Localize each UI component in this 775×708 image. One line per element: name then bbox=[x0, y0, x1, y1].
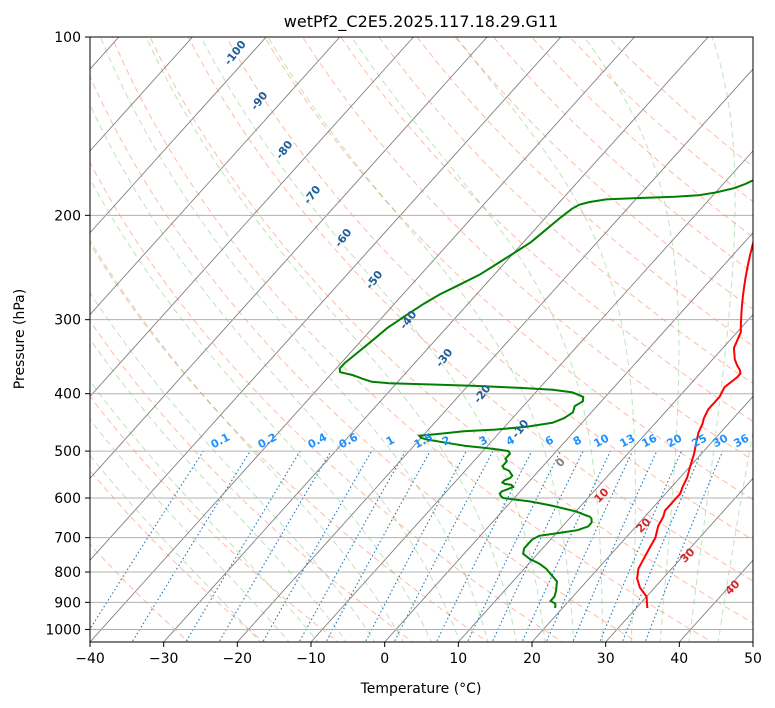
mixing-ratio-line bbox=[393, 450, 494, 642]
mixing-ratio-label: 20 bbox=[665, 431, 685, 450]
dry-adiabat bbox=[90, 75, 638, 642]
isotherm bbox=[457, 313, 753, 642]
mixing-ratio-line bbox=[621, 450, 703, 642]
mixing-ratio-line bbox=[644, 450, 724, 642]
mixing-ratio-line bbox=[599, 450, 682, 642]
x-tick-label: −10 bbox=[296, 651, 326, 667]
mixing-ratio-line bbox=[364, 450, 467, 642]
x-tick-label: −30 bbox=[149, 651, 179, 667]
x-tick-label: −20 bbox=[223, 651, 253, 667]
x-tick-label: 10 bbox=[449, 651, 467, 667]
x-axis-label: Temperature (°C) bbox=[360, 681, 482, 697]
y-tick-label: 900 bbox=[54, 595, 81, 611]
y-tick-label: 700 bbox=[54, 531, 81, 547]
isotherm bbox=[310, 150, 753, 642]
y-tick-label: 400 bbox=[54, 387, 81, 403]
mixing-ratio-label: 16 bbox=[640, 431, 660, 450]
chart-title: wetPf2_C2E5.2025.117.18.29.G11 bbox=[284, 12, 558, 32]
mixing-ratio-label: 30 bbox=[711, 431, 731, 450]
y-tick-label: 800 bbox=[54, 565, 81, 581]
y-axis-label: Pressure (hPa) bbox=[12, 289, 28, 389]
y-axis: 1000 900 800 700 600 500 400 300 200 100 bbox=[45, 30, 90, 638]
y-tick-label: 1000 bbox=[45, 622, 81, 638]
dry-adiabat bbox=[264, 37, 753, 501]
dry-adiabat bbox=[90, 395, 340, 642]
isotherm bbox=[90, 37, 488, 479]
y-tick-label: 100 bbox=[54, 30, 81, 46]
x-tick-label: 50 bbox=[744, 651, 762, 667]
background-lines bbox=[90, 37, 753, 642]
temperature-line bbox=[636, 239, 753, 609]
moist-adiabat bbox=[90, 239, 404, 642]
plot-frame bbox=[89, 36, 754, 643]
mixing-ratio-label: 36 bbox=[732, 431, 752, 450]
isotherm bbox=[90, 37, 341, 316]
x-tick-label: 30 bbox=[597, 651, 615, 667]
mixing-ratio-line bbox=[90, 450, 204, 630]
mixing-ratio-label: 10 bbox=[592, 431, 612, 450]
y-tick-label: 200 bbox=[54, 208, 81, 224]
y-tick-label: 300 bbox=[54, 313, 81, 329]
mixing-ratio-line bbox=[521, 450, 611, 642]
profile-lines bbox=[338, 179, 753, 609]
moist-adiabat bbox=[90, 418, 290, 642]
isotherm bbox=[384, 232, 753, 642]
dry-adiabat bbox=[90, 320, 414, 642]
isotherm bbox=[752, 641, 753, 642]
x-tick-label: 20 bbox=[523, 651, 541, 667]
x-tick-label: 40 bbox=[670, 651, 688, 667]
mixing-ratio-label: 25 bbox=[690, 432, 710, 451]
isotherm bbox=[90, 37, 267, 234]
dry-adiabat bbox=[416, 37, 753, 347]
isotherm bbox=[90, 37, 635, 642]
y-tick-label: 600 bbox=[54, 491, 81, 507]
isotherm bbox=[236, 68, 753, 642]
mixing-ratio-line bbox=[491, 450, 584, 642]
isotherm bbox=[605, 477, 753, 642]
moist-adiabat bbox=[90, 454, 261, 642]
mixing-ratio-label: 13 bbox=[618, 432, 638, 451]
mixing-ratio-line bbox=[218, 450, 332, 642]
mixing-ratio-line bbox=[131, 450, 251, 642]
isotherm bbox=[531, 395, 753, 642]
x-axis: −40 −30 −20 −10 0 10 20 30 40 50 bbox=[75, 642, 762, 667]
plot-background bbox=[90, 37, 753, 642]
dry-adiabat bbox=[340, 37, 753, 423]
y-tick-label: 500 bbox=[54, 444, 81, 460]
isotherm bbox=[90, 37, 414, 398]
isotherm bbox=[163, 37, 709, 642]
isotherm bbox=[90, 37, 193, 152]
dry-adiabat bbox=[378, 37, 753, 385]
dewpoint-line bbox=[338, 179, 753, 609]
isotherm bbox=[90, 37, 562, 561]
dry-adiabat bbox=[302, 37, 753, 461]
x-tick-label: −40 bbox=[75, 651, 105, 667]
x-tick-label: 0 bbox=[380, 651, 389, 667]
